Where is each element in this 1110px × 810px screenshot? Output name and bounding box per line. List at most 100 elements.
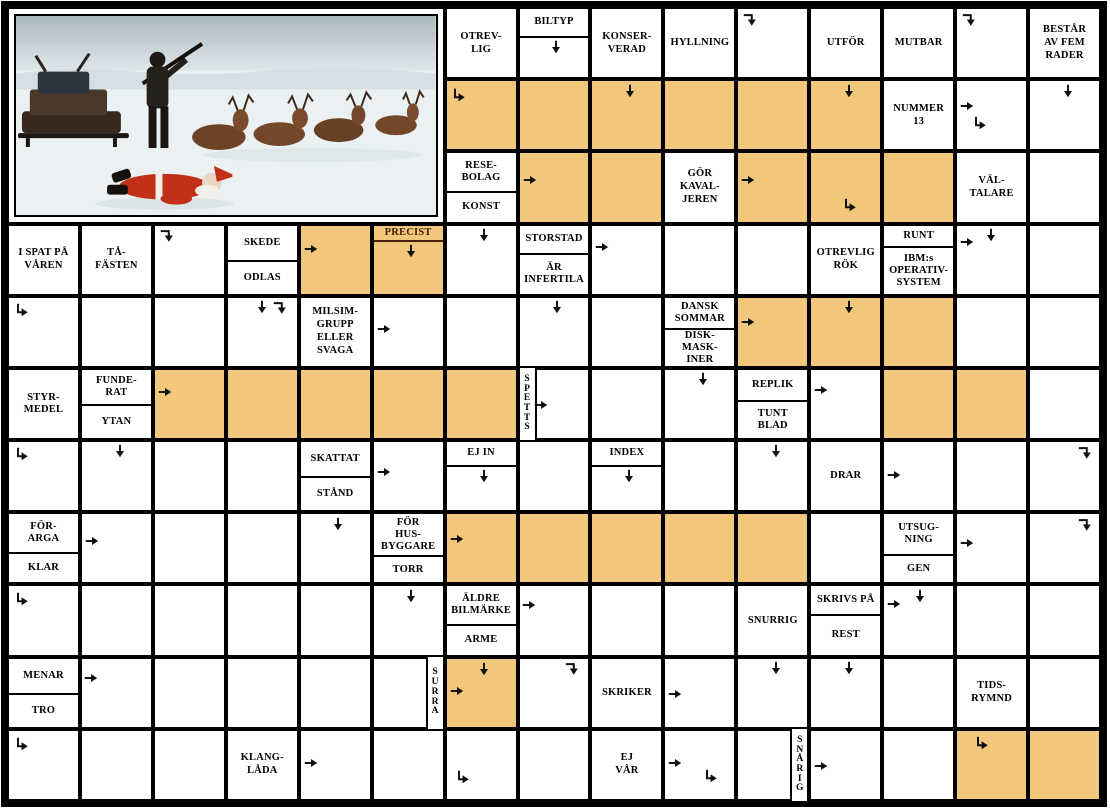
answer-cell-r7c11[interactable] [811, 514, 881, 583]
answer-cell-r2c14[interactable] [1030, 153, 1099, 222]
answer-cell-r8c12[interactable] [884, 586, 954, 655]
answer-cell-r6c10[interactable] [738, 442, 808, 511]
answer-cell-r9c1[interactable] [81, 658, 151, 727]
answer-cell-r8c3[interactable] [227, 586, 297, 655]
answer-cell-r7c1[interactable] [81, 514, 151, 583]
answer-cell-r2c8[interactable] [592, 153, 662, 222]
answer-cell-r8c1[interactable] [81, 586, 151, 655]
answer-cell-r2c11[interactable] [811, 153, 881, 222]
answer-cell-r10c0[interactable] [9, 730, 78, 799]
answer-cell-r6c1[interactable] [81, 442, 151, 511]
answer-cell-r8c2[interactable] [154, 586, 224, 655]
answer-cell-r4c13[interactable] [957, 297, 1027, 366]
answer-cell-r6c0[interactable] [9, 442, 78, 511]
answer-cell-r1c13[interactable] [957, 81, 1027, 150]
answer-cell-r2c7[interactable] [519, 153, 589, 222]
answer-cell-r9c12[interactable] [884, 658, 954, 727]
answer-cell-r6c3[interactable] [227, 442, 297, 511]
answer-cell-r5c9[interactable] [665, 369, 735, 439]
answer-cell-r9c9[interactable] [665, 658, 735, 727]
answer-cell-r8c4[interactable] [300, 586, 370, 655]
answer-cell-r4c3[interactable] [227, 297, 297, 366]
answer-cell-r1c7[interactable] [519, 81, 589, 150]
answer-cell-r2c12[interactable] [884, 153, 954, 222]
answer-cell-r10c6[interactable] [446, 730, 516, 799]
answer-cell-r7c7[interactable] [519, 514, 589, 583]
answer-cell-r9c4[interactable] [300, 658, 370, 727]
answer-cell-r4c1[interactable] [81, 297, 151, 366]
answer-cell-r7c2[interactable] [154, 514, 224, 583]
answer-cell-r5c11[interactable] [811, 369, 881, 439]
answer-cell-r8c7[interactable] [519, 586, 589, 655]
answer-cell-r7c6[interactable] [446, 514, 516, 583]
answer-cell-r8c5[interactable] [373, 586, 443, 655]
answer-cell-r3c8[interactable] [592, 225, 662, 294]
answer-cell-r10c5[interactable] [373, 730, 443, 799]
answer-cell-r1c11[interactable] [811, 81, 881, 150]
answer-cell-r7c13[interactable] [957, 514, 1027, 583]
answer-cell-r8c13[interactable] [957, 586, 1027, 655]
answer-cell-r9c10[interactable] [738, 658, 808, 727]
answer-cell-r4c7[interactable] [519, 297, 589, 366]
answer-cell-r7c8[interactable] [592, 514, 662, 583]
answer-cell-r0c13[interactable] [957, 9, 1027, 78]
answer-cell-r4c8[interactable] [592, 297, 662, 366]
answer-cell-r6c5[interactable] [373, 442, 443, 511]
answer-cell-r3c4[interactable] [300, 225, 370, 294]
answer-cell-r6c13[interactable] [957, 442, 1027, 511]
answer-cell-r7c14[interactable] [1030, 514, 1099, 583]
answer-cell-r1c10[interactable] [738, 81, 808, 150]
answer-cell-r1c14[interactable] [1030, 81, 1099, 150]
answer-cell-r7c10[interactable] [738, 514, 808, 583]
answer-cell-r9c2[interactable] [154, 658, 224, 727]
answer-cell-r10c12[interactable] [884, 730, 954, 799]
answer-cell-r6c12[interactable] [884, 442, 954, 511]
answer-cell-r10c14[interactable] [1030, 730, 1099, 799]
answer-cell-r1c6[interactable] [446, 81, 516, 150]
answer-cell-r9c7[interactable] [519, 658, 589, 727]
answer-cell-r3c9[interactable] [665, 225, 735, 294]
answer-cell-r5c13[interactable] [957, 369, 1027, 439]
answer-cell-r3c10[interactable] [738, 225, 808, 294]
answer-cell-r3c14[interactable] [1030, 225, 1099, 294]
answer-cell-r1c8[interactable] [592, 81, 662, 150]
answer-cell-r10c11[interactable] [811, 730, 881, 799]
answer-cell-r8c0[interactable] [9, 586, 78, 655]
answer-cell-r4c11[interactable] [811, 297, 881, 366]
answer-cell-r10c9[interactable] [665, 730, 735, 799]
answer-cell-r7c9[interactable] [665, 514, 735, 583]
answer-cell-r9c14[interactable] [1030, 658, 1099, 727]
answer-cell-r6c7[interactable] [519, 442, 589, 511]
answer-cell-r7c3[interactable] [227, 514, 297, 583]
answer-cell-r3c2[interactable] [154, 225, 224, 294]
answer-cell-r5c3[interactable] [227, 369, 297, 439]
answer-cell-r4c14[interactable] [1030, 297, 1099, 366]
answer-cell-r6c9[interactable] [665, 442, 735, 511]
answer-cell-r10c2[interactable] [154, 730, 224, 799]
answer-cell-r2c10[interactable] [738, 153, 808, 222]
answer-cell-r4c0[interactable] [9, 297, 78, 366]
answer-cell-r6c2[interactable] [154, 442, 224, 511]
answer-cell-r7c4[interactable] [300, 514, 370, 583]
answer-cell-r8c9[interactable] [665, 586, 735, 655]
answer-cell-r3c13[interactable] [957, 225, 1027, 294]
answer-cell-r10c4[interactable] [300, 730, 370, 799]
answer-cell-r8c8[interactable] [592, 586, 662, 655]
answer-cell-r5c8[interactable] [592, 369, 662, 439]
answer-cell-r10c1[interactable] [81, 730, 151, 799]
answer-cell-r6c14[interactable] [1030, 442, 1099, 511]
answer-cell-r9c11[interactable] [811, 658, 881, 727]
answer-cell-r5c2[interactable] [154, 369, 224, 439]
answer-cell-r4c2[interactable] [154, 297, 224, 366]
answer-cell-r10c13[interactable] [957, 730, 1027, 799]
answer-cell-r4c5[interactable] [373, 297, 443, 366]
answer-cell-r8c14[interactable] [1030, 586, 1099, 655]
answer-cell-r10c7[interactable] [519, 730, 589, 799]
answer-cell-r4c12[interactable] [884, 297, 954, 366]
answer-cell-r3c6[interactable] [446, 225, 516, 294]
answer-cell-r9c3[interactable] [227, 658, 297, 727]
answer-cell-r1c9[interactable] [665, 81, 735, 150]
